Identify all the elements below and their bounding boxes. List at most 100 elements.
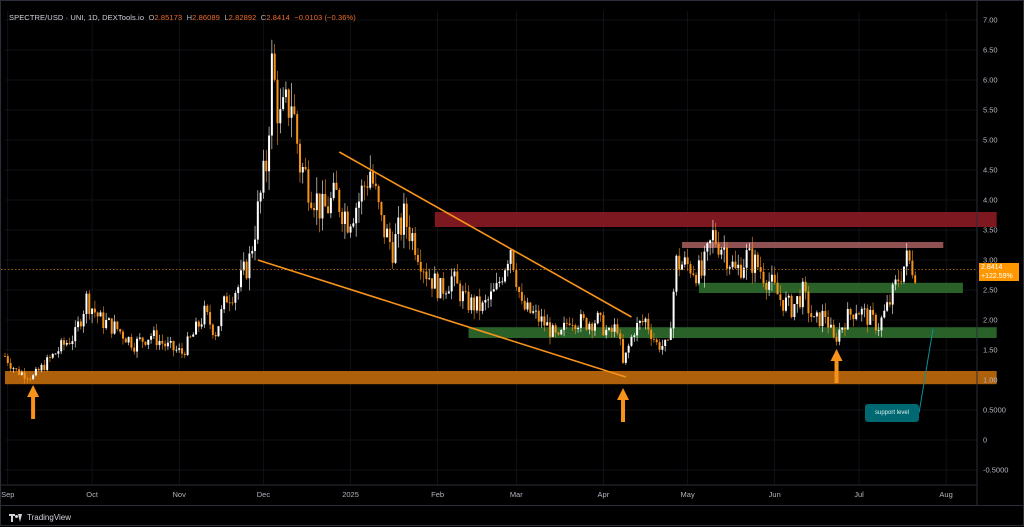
candle-body [787,295,790,298]
candle-body [523,300,526,310]
candle-body [282,97,285,110]
candle-body [745,250,748,268]
candle-body [900,281,903,283]
candle-body [349,226,352,233]
candle-body [571,324,574,326]
candle-body [419,261,422,272]
candle-body [377,186,380,203]
candle-body [352,223,355,227]
candle-body [360,185,363,202]
candle-body [751,248,754,273]
candle-body [262,160,265,193]
candle-body [110,318,113,334]
candle-body [116,321,119,330]
candle-body [394,234,397,263]
candle-body [551,325,554,337]
candle-body [152,330,155,337]
candle-body [891,284,894,305]
candle-body [9,363,12,369]
candle-body [296,114,299,144]
candle-body [273,53,276,80]
candle-body [529,302,532,313]
candle-body [234,292,237,303]
candle-body [742,267,745,278]
candle-body [796,296,799,305]
candle-body [546,322,549,326]
candle-body [133,347,136,352]
candle-body [548,322,551,337]
tradingview-logo[interactable]: TradingView [9,513,71,522]
candle-body [874,314,877,331]
candle-body [150,336,153,340]
candle-body [130,336,133,348]
candle-body [180,348,183,354]
candle-body [723,247,726,250]
last-price-tag: 2.8414 [979,262,1019,272]
candle-body [748,248,751,251]
y-tick-label: 0 [983,436,987,445]
candle-body [807,291,810,314]
candle-body [217,326,220,337]
candle-body [245,261,248,279]
candle-body [756,254,759,268]
candle-body [34,368,37,376]
candle-body [136,338,139,352]
y-tick-label: -0.5000 [983,466,1008,475]
candle-body [593,323,596,331]
candle-body [318,193,321,219]
candle-body [602,314,605,336]
candle-body [15,368,18,370]
candle-body [650,329,653,339]
candle-body [846,309,849,330]
candle-body [48,357,51,359]
candle-body [703,251,706,276]
candle-body [211,324,214,335]
candle-body [310,202,313,209]
candle-body [658,342,661,350]
close-label: C [260,13,267,22]
candle-body [428,278,431,280]
candle-body [565,322,568,324]
candle-body [324,193,327,207]
candle-body [588,323,591,330]
candle-body [644,318,647,323]
candle-body [490,291,492,300]
base-support-zone [5,371,997,385]
candle-body [537,310,540,322]
candle-body [585,318,588,330]
candles [4,39,917,384]
candle-body [872,309,875,315]
candle-body [908,250,911,261]
candle-body [683,257,686,265]
candle-body [284,89,287,98]
arrow-up-icon [617,388,630,422]
candle-body [773,274,776,283]
candle-body [276,79,279,124]
candle-body [672,291,675,329]
candle-body [467,291,470,311]
candle-body [414,233,417,255]
tradingview-icon [9,513,23,522]
candle-body [164,343,167,347]
trendlines [257,151,632,378]
candle-body [369,171,372,188]
candle-body [242,261,245,271]
candle-body [675,255,678,292]
candle-body [577,327,580,329]
candle-body [706,243,709,252]
y-tick-label: 6.00 [983,76,998,85]
candle-body [96,312,99,317]
candle-body [447,291,450,294]
candle-body [506,263,509,271]
support-level-callout[interactable]: support level [865,404,919,422]
candle-body [790,295,793,318]
candle-body [82,314,85,327]
candle-body [492,289,495,292]
candle-body [835,337,838,342]
candle-body [287,89,290,118]
candle-body [470,297,473,311]
x-tick-label: Dec [257,490,271,499]
candle-body [265,160,268,172]
candle-body [119,329,122,332]
